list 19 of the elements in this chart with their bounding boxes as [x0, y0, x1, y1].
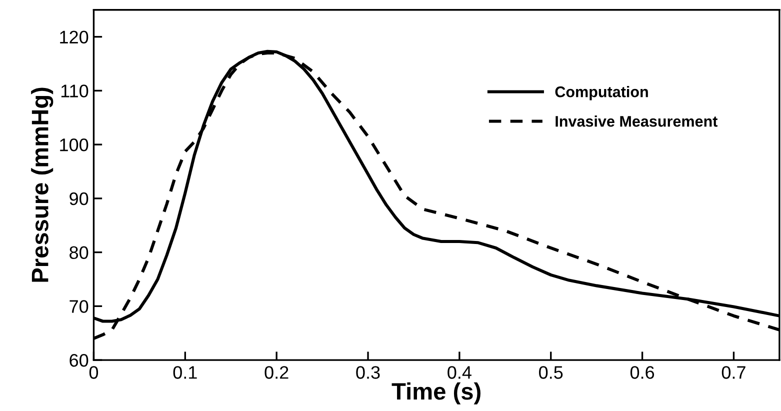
legend-label: Computation	[555, 86, 648, 100]
y-tick-label: 80	[70, 246, 88, 260]
y-tick-label: 60	[70, 354, 88, 367]
y-tick-label: 70	[70, 300, 88, 313]
x-tick-label: 0.5	[539, 366, 563, 379]
x-tick-label: 0.6	[630, 366, 654, 379]
legend-label: Invasive Measurement	[556, 116, 718, 127]
y-tick-label: 120	[60, 30, 88, 44]
x-axis-title: Time (s)	[392, 382, 480, 404]
y-axis-title: Pressure (mmHg)	[31, 88, 54, 282]
x-tick-label: 0.4	[448, 366, 472, 379]
x-tick-label: 0.3	[356, 366, 380, 379]
x-tick-label: 0.1	[173, 366, 197, 379]
y-tick-label: 100	[60, 138, 88, 152]
x-tick-label: 0.2	[264, 366, 288, 379]
y-tick-label: 110	[61, 84, 88, 98]
x-tick-label: 0.7	[722, 366, 746, 379]
y-tick-label: 90	[70, 192, 88, 206]
x-tick-label: 0	[89, 366, 98, 379]
